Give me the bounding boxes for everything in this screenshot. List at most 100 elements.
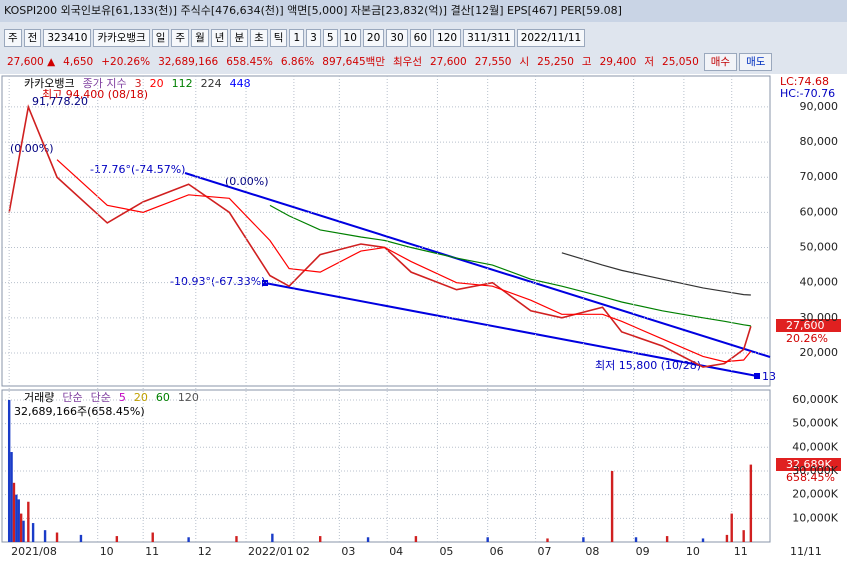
x-tick-label: 2021/08: [11, 545, 57, 558]
legend-item: 거래량: [24, 391, 54, 404]
volume-bar: [115, 536, 119, 542]
ui-item[interactable]: 1: [289, 29, 305, 47]
header-title: KOSPI200 외국인보유[61,133(천)] 주식수[476,634(천)…: [0, 0, 847, 22]
ui-item: 저: [644, 56, 655, 68]
annotation: 27,600: [786, 319, 825, 332]
ui-item[interactable]: 년: [210, 29, 229, 47]
ui-item: 고: [581, 56, 592, 68]
ui-item[interactable]: 초: [250, 29, 268, 47]
volume-marker: [776, 458, 841, 471]
volume-bar: [235, 536, 238, 542]
y-tick-label: 20,000: [800, 346, 839, 359]
ui-item[interactable]: 일: [151, 29, 170, 47]
annotation: 32,689K: [786, 458, 832, 471]
ui-item[interactable]: 2022/11/11: [516, 29, 586, 47]
toolbar: 주 전 323410 카카오뱅크 일 주 월 년 분 초 틱 1 3 5 10 20 30 60 120 311/31…: [4, 28, 844, 48]
volume-bar: [10, 452, 13, 542]
chart-bg: [0, 74, 847, 567]
ui-item[interactable]: 매수: [703, 53, 738, 71]
x-tick-label: 02: [296, 545, 310, 558]
volume-bar: [742, 530, 745, 542]
ui-item[interactable]: 3: [306, 29, 321, 47]
volume-bar: [730, 513, 733, 542]
legend-item: 단순: [62, 391, 82, 404]
annotation: LC:74.68: [780, 75, 829, 88]
ui-item: 29,400: [599, 56, 637, 68]
series-line: [269, 204, 751, 327]
ui-item[interactable]: 전: [23, 29, 42, 47]
ui-item[interactable]: 카카오뱅크: [93, 29, 150, 47]
x-tick-label: 11: [734, 545, 748, 558]
legend-item: 448: [230, 77, 251, 90]
ui-item[interactable]: 5: [322, 29, 338, 47]
ui-item[interactable]: 60: [409, 29, 432, 47]
ui-item[interactable]: 틱: [269, 29, 288, 47]
y-tick-label: 40,000: [800, 276, 839, 289]
trend-handle: [262, 280, 268, 286]
volume-summary: 32,689,166주(658.45%): [14, 405, 145, 418]
annotation: 13: [762, 370, 776, 383]
ui-item[interactable]: 323410: [43, 29, 92, 47]
trend-line: [184, 172, 771, 358]
legend-item: 20: [134, 391, 148, 404]
x-tick-label: 11: [145, 545, 159, 558]
legend-item: 3: [135, 77, 142, 90]
volume-bar: [665, 536, 669, 542]
y-tick-label: 80,000: [800, 135, 839, 148]
annotation: 최고 94,400 (08/18): [42, 88, 148, 101]
x-tick-label: 09: [636, 545, 650, 558]
ui-item[interactable]: 월: [191, 29, 209, 47]
y-tick-label: 50,000: [800, 241, 839, 254]
ui-item: 32,689,166: [158, 56, 219, 68]
y-tick-label: 60,000: [800, 205, 839, 218]
ui-item: 25,050: [662, 56, 699, 68]
volume-bar: [27, 501, 30, 542]
ui-item[interactable]: 311/311: [463, 29, 515, 47]
x-tick-label: 08: [585, 545, 599, 558]
ui-item: 27,550: [474, 56, 512, 68]
ui-item: 6.86%: [280, 56, 315, 68]
y-tick-label: 50,000K: [792, 417, 838, 430]
annotation: 최저 15,800 (10/28): [595, 359, 701, 372]
annotation: HC:-70.76: [780, 87, 835, 100]
x-tick-label: 10: [686, 545, 700, 558]
ui-item: 4,650: [63, 56, 94, 68]
price-marker: [776, 319, 841, 332]
ui-item[interactable]: 10: [339, 29, 361, 47]
ui-item[interactable]: 주: [4, 29, 22, 47]
ui-item[interactable]: 매도: [739, 53, 773, 71]
volume-bar: [610, 470, 614, 542]
y-tick-label: 60,000K: [792, 393, 838, 406]
volume-bar: [55, 532, 59, 542]
ui-item: 최우선: [393, 56, 422, 68]
annotation: -10.93°(-67.33%): [170, 275, 265, 288]
ui-item: 897,645백만: [322, 56, 386, 68]
volume-bar: [319, 536, 322, 542]
ui-item[interactable]: 120: [433, 29, 462, 47]
legend-item: 112: [172, 77, 193, 90]
ui-item[interactable]: 분: [230, 29, 249, 47]
y-tick-label: 40,000K: [792, 440, 838, 453]
y-tick-label: 30,000: [800, 311, 839, 324]
annotation: 658.45%: [786, 471, 835, 484]
x-tick-label: 06: [490, 545, 504, 558]
ui-item[interactable]: 주: [171, 29, 190, 47]
trend-line: [264, 282, 758, 377]
x-tick-label: 2022/01: [248, 545, 294, 558]
series-line: [8, 104, 752, 368]
annotation: (0.00%): [225, 175, 269, 188]
legend-item: 224: [201, 77, 222, 90]
x-tick-label: 05: [439, 545, 453, 558]
volume-bar: [187, 537, 190, 542]
annotation: 20.26%: [786, 332, 828, 345]
ui-item[interactable]: 20: [362, 29, 385, 47]
volume-bar: [634, 537, 638, 542]
x-tick-label: 12: [198, 545, 212, 558]
ui-item: 27,600: [430, 56, 467, 68]
x-tick-label: 07: [538, 545, 552, 558]
legend-item: 120: [178, 391, 199, 404]
ui-item[interactable]: 30: [386, 29, 408, 47]
volume-bar: [414, 536, 418, 542]
volume-bar: [366, 537, 370, 542]
